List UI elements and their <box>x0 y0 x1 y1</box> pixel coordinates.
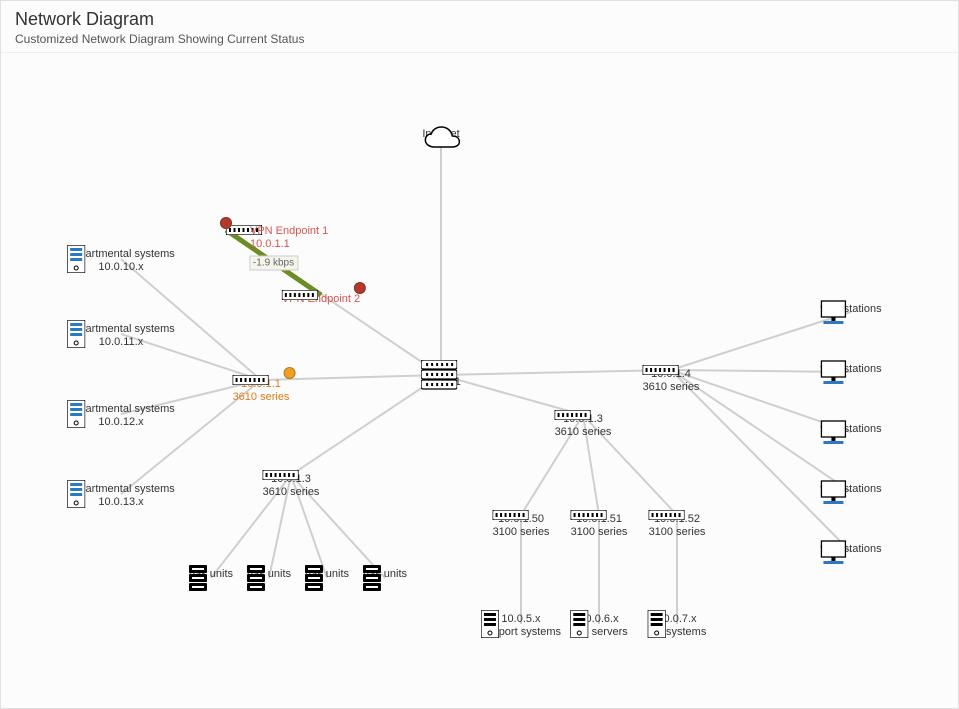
page-subtitle: Customized Network Diagram Showing Curre… <box>15 32 944 46</box>
workstation-icon <box>820 480 846 504</box>
drive-icon <box>305 565 323 591</box>
diagram-canvas: Internetrouter10.0.0.1VPN Endpoint 110.0… <box>1 55 959 709</box>
page-title: Network Diagram <box>15 9 944 30</box>
workstation-icon <box>820 360 846 384</box>
node-labels: VPN Endpoint 110.0.1.1 <box>250 225 328 251</box>
node-label-1: VPN Endpoint 1 <box>250 225 328 238</box>
workstation-icon <box>820 420 846 444</box>
server_blue-icon <box>67 245 85 273</box>
node-nas3[interactable]: nas units <box>305 565 349 581</box>
node-sw_nas[interactable]: 10.0.1.33610 series <box>263 470 320 499</box>
drive-icon <box>189 565 207 591</box>
node-dept12[interactable]: departmental systems10.0.12.x <box>67 400 175 429</box>
node-qasys[interactable]: 10.0.7.xQA systems <box>648 610 707 639</box>
server_black-icon <box>648 610 666 638</box>
node-ws3[interactable]: workstations <box>820 420 881 436</box>
node-label-2: 3100 series <box>571 526 628 539</box>
page: Network Diagram Customized Network Diagr… <box>0 0 959 709</box>
node-sw_right[interactable]: 10.0.1.43610 series <box>643 365 700 394</box>
node-sw_51[interactable]: 10.0.1.513100 series <box>571 510 628 539</box>
workstation-icon <box>820 300 846 324</box>
edge-label: -1.9 kbps <box>249 255 298 270</box>
workstation-icon <box>820 540 846 564</box>
edge-line <box>291 375 441 475</box>
cloud-icon <box>422 125 462 153</box>
edge-line <box>441 375 583 415</box>
node-router[interactable]: router10.0.0.1 <box>421 360 461 389</box>
node-vpn2[interactable]: VPN Endpoint 2 <box>282 290 360 306</box>
node-sw_50[interactable]: 10.0.1.503100 series <box>493 510 550 539</box>
switch-icon <box>571 510 607 520</box>
server_black-icon <box>481 610 499 638</box>
drive-icon <box>363 565 381 591</box>
node-label-2: 3610 series <box>555 426 612 439</box>
node-nas4[interactable]: nas units <box>363 565 407 581</box>
router-icon <box>421 360 457 390</box>
switch-icon <box>493 510 529 520</box>
status-dot <box>283 367 295 379</box>
node-sw_left[interactable]: 10.0.1.13610 series <box>233 375 290 404</box>
status-dot <box>220 217 232 229</box>
node-support[interactable]: 10.0.5.xsupport systems <box>481 610 561 639</box>
switch-icon <box>282 290 318 300</box>
node-label-2: 3100 series <box>493 526 550 539</box>
node-ws4[interactable]: workstations <box>820 480 881 496</box>
switch-icon <box>649 510 685 520</box>
switch-icon <box>233 375 269 385</box>
edge-line <box>441 370 671 375</box>
node-internet[interactable]: Internet <box>422 125 459 141</box>
node-ws2[interactable]: workstations <box>820 360 881 376</box>
node-label-2: 3610 series <box>643 381 700 394</box>
node-label-2: 3610 series <box>263 486 320 499</box>
server_black-icon <box>570 610 588 638</box>
node-sw_center[interactable]: 10.0.1.33610 series <box>555 410 612 439</box>
node-label-2: 10.0.1.1 <box>250 238 328 251</box>
node-nas1[interactable]: nas units <box>189 565 233 581</box>
server_blue-icon <box>67 320 85 348</box>
switch-icon <box>643 365 679 375</box>
drive-icon <box>247 565 265 591</box>
node-ws5[interactable]: workstations <box>820 540 881 556</box>
node-label-2: 3100 series <box>649 526 706 539</box>
node-dept11[interactable]: departmental systems10.0.11.x <box>67 320 175 349</box>
server_blue-icon <box>67 480 85 508</box>
switch-icon <box>555 410 591 420</box>
node-dept13[interactable]: departmental systems10.0.13.x <box>67 480 175 509</box>
node-ws1[interactable]: workstations <box>820 300 881 316</box>
server_blue-icon <box>67 400 85 428</box>
node-appsrv[interactable]: 10.0.6.xapp servers <box>570 610 627 639</box>
header: Network Diagram Customized Network Diagr… <box>1 1 958 53</box>
node-nas2[interactable]: nas units <box>247 565 291 581</box>
node-sw_52[interactable]: 10.0.1.523100 series <box>649 510 706 539</box>
switch-icon <box>263 470 299 480</box>
node-dept10[interactable]: departmental systems10.0.10.x <box>67 245 175 274</box>
node-label-2: 3610 series <box>233 391 290 404</box>
